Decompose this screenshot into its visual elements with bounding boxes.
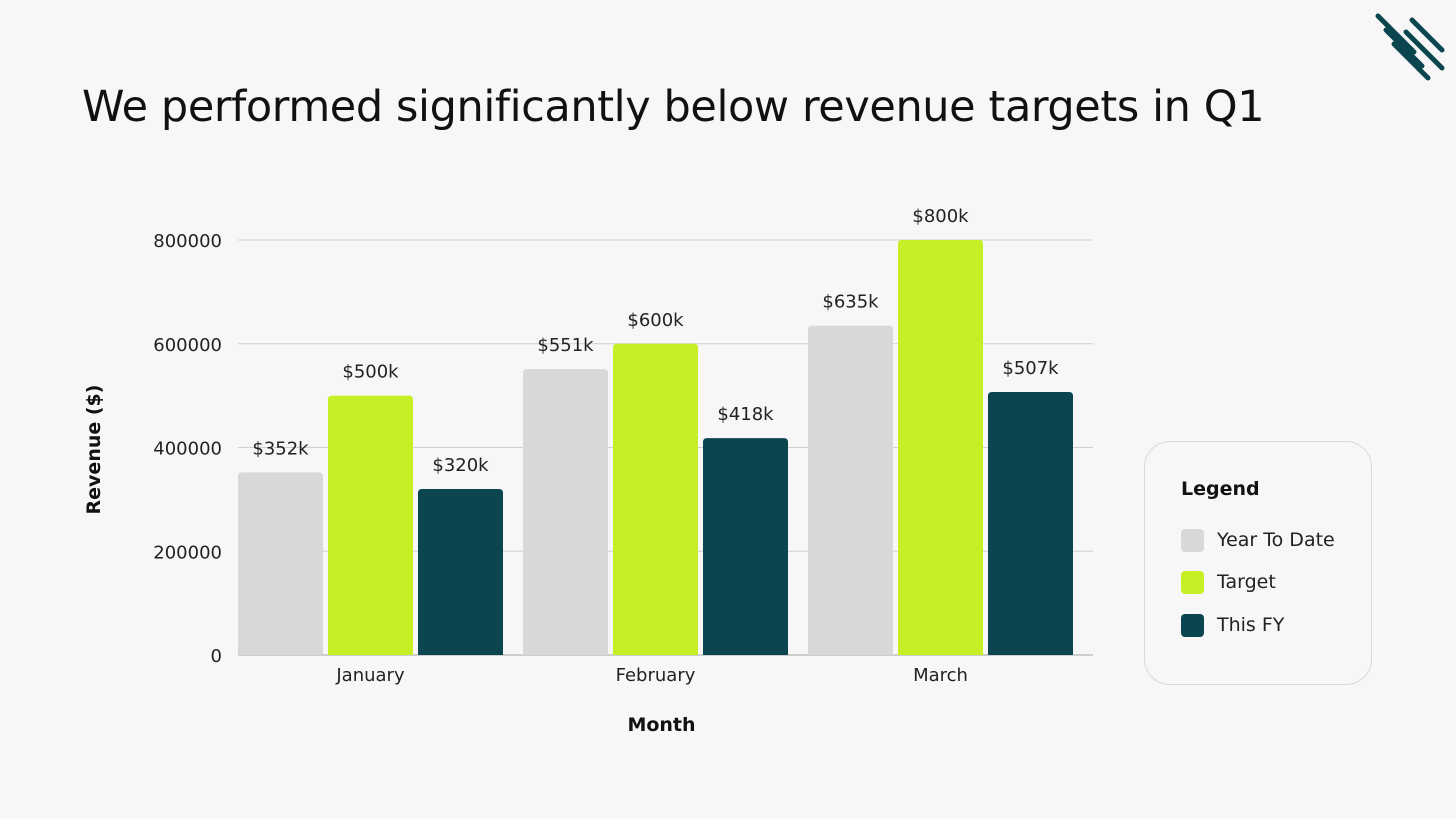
legend-label: This FY <box>1217 614 1285 636</box>
y-tick-label: 400000 <box>153 439 222 460</box>
legend-swatch <box>1181 570 1204 594</box>
data-label: $507k <box>1002 358 1059 379</box>
legend-item-year-to-date: Year To Date <box>1181 528 1335 552</box>
bar-this-fy <box>988 391 1073 655</box>
logo-icon <box>1375 13 1445 81</box>
data-label: $320k <box>432 455 489 476</box>
y-tick-label: 0 <box>211 646 222 667</box>
logo-stripe <box>1375 13 1417 55</box>
data-label: $500k <box>342 362 399 383</box>
data-label: $600k <box>627 310 684 331</box>
bar-target <box>328 395 413 655</box>
y-tick-label: 600000 <box>153 335 222 356</box>
bar-this-fy <box>418 489 503 655</box>
x-tick-label: March <box>913 665 968 686</box>
slide-title: We performed significantly below revenue… <box>82 82 1265 132</box>
x-tick-label: January <box>335 665 405 686</box>
legend-swatch <box>1181 613 1204 637</box>
bar-target <box>898 240 983 655</box>
x-tick-label: February <box>616 665 696 686</box>
data-label: $551k <box>537 335 594 356</box>
logo-stripe <box>1409 17 1445 53</box>
y-tick-label: 800000 <box>153 231 222 252</box>
legend-title: Legend <box>1181 478 1260 500</box>
data-label: $635k <box>822 292 879 313</box>
bar-year-to-date <box>523 369 608 655</box>
data-label: $800k <box>912 206 969 227</box>
y-tick-label: 200000 <box>153 542 222 563</box>
data-label: $352k <box>252 438 309 459</box>
legend-box: Legend Year To Date Target This FY <box>1144 441 1372 685</box>
legend-item-target: Target <box>1181 570 1276 594</box>
bar-this-fy <box>703 438 788 655</box>
bar-year-to-date <box>238 472 323 655</box>
logo-stripe <box>1383 27 1425 69</box>
bar-target <box>613 343 698 655</box>
legend-label: Year To Date <box>1217 529 1335 551</box>
y-axis-title: Revenue ($) <box>83 385 105 515</box>
logo-stripe <box>1403 29 1445 71</box>
x-axis-title: Month <box>627 714 695 736</box>
legend-item-this-fy: This FY <box>1181 613 1284 637</box>
data-label: $418k <box>717 404 774 425</box>
logo-stripe <box>1391 41 1431 81</box>
bar-year-to-date <box>808 325 893 655</box>
legend-label: Target <box>1217 571 1276 593</box>
legend-swatch <box>1181 528 1204 552</box>
